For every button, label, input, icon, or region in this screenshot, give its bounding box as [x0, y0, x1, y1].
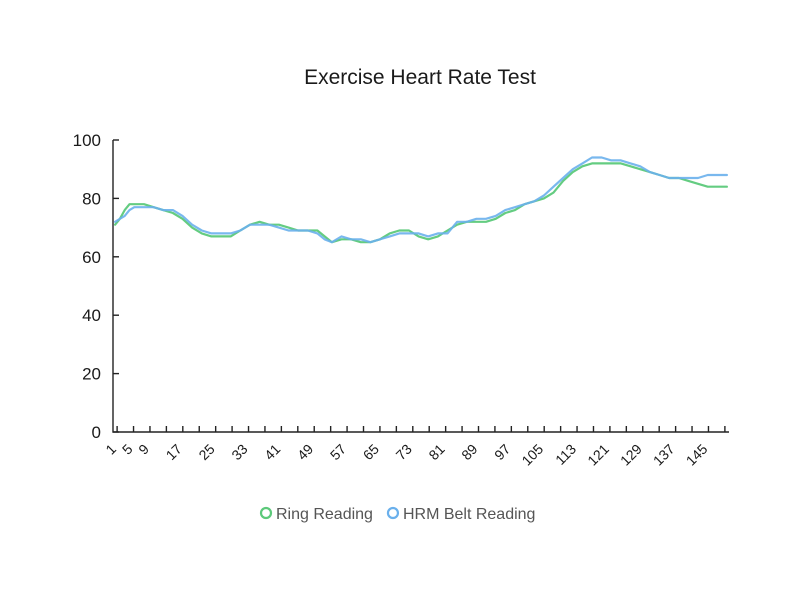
x-tick-label: 5	[119, 441, 136, 458]
x-tick-label: 113	[552, 441, 579, 468]
x-tick-label: 129	[617, 441, 645, 469]
y-axis-ticks: 0 20 40 60 80 100	[73, 131, 119, 442]
y-tick-label: 80	[82, 189, 101, 208]
y-tick-label: 100	[73, 131, 101, 150]
chart-title: Exercise Heart Rate Test	[304, 66, 536, 89]
x-tick-label: 73	[393, 441, 415, 463]
x-tick-label: 49	[294, 441, 316, 463]
x-tick-label: 1	[102, 441, 119, 458]
legend-marker-icon	[259, 506, 273, 520]
legend: Ring Reading HRM Belt Reading	[259, 506, 536, 523]
plot-lines	[114, 156, 728, 244]
x-tick-label: 9	[135, 441, 152, 458]
series-line-hrm-belt-reading	[114, 156, 728, 244]
x-tick-label: 25	[195, 441, 217, 463]
series-line-ring-reading	[114, 162, 728, 244]
x-tick-label: 33	[228, 441, 250, 463]
x-tick-label: 121	[584, 441, 612, 469]
y-tick-label: 40	[82, 306, 101, 325]
legend-label: HRM Belt Reading	[403, 506, 536, 523]
x-tick-label: 105	[518, 441, 546, 469]
x-tick-label: 145	[683, 441, 711, 469]
x-tick-label: 41	[261, 441, 283, 463]
legend-marker-icon	[386, 506, 400, 520]
x-tick-label: 17	[163, 441, 185, 463]
y-tick-label: 0	[92, 423, 101, 442]
axes	[112, 140, 729, 433]
x-tick-label: 57	[327, 441, 349, 463]
y-tick-label: 20	[82, 365, 101, 384]
x-tick-label: 81	[425, 441, 447, 463]
legend-label: Ring Reading	[276, 506, 373, 523]
x-tick-label: 137	[650, 441, 678, 469]
y-tick-label: 60	[82, 248, 101, 267]
x-tick-label: 97	[491, 441, 513, 463]
x-tick-label: 65	[360, 441, 382, 463]
x-tick-label: 89	[458, 441, 480, 463]
